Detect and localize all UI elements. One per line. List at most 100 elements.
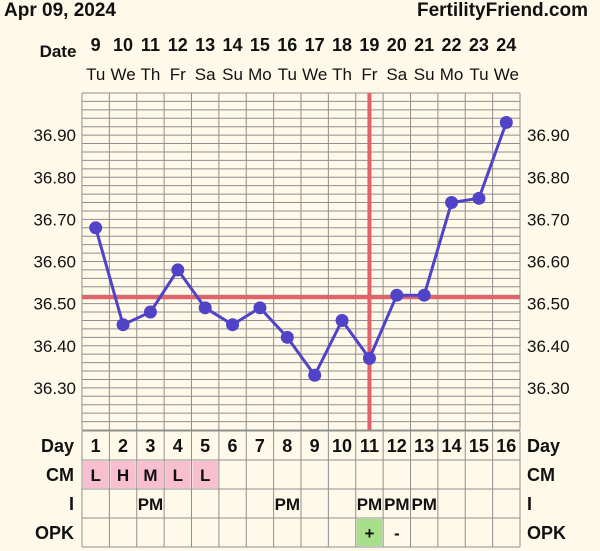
temperature-point	[89, 221, 103, 235]
date-label: 21	[414, 35, 434, 55]
y-tick-label-left: 36.50	[33, 295, 76, 314]
date-label: 17	[305, 35, 325, 55]
y-tick-label-right: 36.30	[527, 379, 570, 398]
chart-date: Apr 09, 2024	[4, 0, 116, 21]
date-label: 15	[250, 35, 270, 55]
y-tick-label-left: 36.30	[33, 379, 76, 398]
chart-header: Apr 09, 2024 FertilityFriend.com	[0, 0, 600, 26]
table-cell-i: PM	[384, 495, 410, 514]
cycle-day-label: 7	[255, 436, 265, 456]
table-cell-cm: L	[200, 466, 210, 485]
temperature-point	[171, 263, 185, 277]
temperature-point	[390, 288, 404, 302]
date-label: 10	[113, 35, 133, 55]
weekday-label: We	[302, 65, 327, 84]
table-cell-highlight	[192, 461, 218, 488]
date-label: 16	[277, 35, 297, 55]
cycle-day-label: 9	[310, 436, 320, 456]
weekday-label: Tu	[86, 65, 105, 84]
row-label-left: Day	[41, 436, 74, 456]
table-cell-opk: +	[364, 524, 374, 543]
weekday-label: We	[494, 65, 519, 84]
row-label-right: I	[527, 494, 532, 514]
cycle-day-label: 15	[469, 436, 489, 456]
cycle-day-label: 8	[282, 436, 292, 456]
weekday-label: Su	[414, 65, 435, 84]
weekday-label: Th	[332, 65, 352, 84]
cycle-day-label: 2	[118, 436, 128, 456]
table-cell-highlight	[356, 519, 383, 546]
date-label: 11	[141, 35, 160, 55]
table-cell-highlight	[165, 461, 191, 488]
row-label-right: Day	[527, 436, 560, 456]
table-cell-highlight	[110, 461, 136, 488]
temperature-point	[499, 115, 513, 129]
temperature-point	[308, 368, 322, 382]
y-tick-label-right: 36.70	[527, 210, 570, 229]
temperature-point	[253, 301, 267, 315]
cycle-day-label: 11	[360, 436, 379, 456]
temperature-point	[226, 318, 240, 332]
weekday-label: Mo	[440, 65, 464, 84]
temperature-point	[280, 330, 294, 344]
temperature-point	[116, 318, 130, 332]
temperature-point	[335, 313, 349, 327]
weekday-label: Tu	[469, 65, 488, 84]
cycle-day-label: 14	[442, 436, 462, 456]
date-label: 23	[469, 35, 489, 55]
y-tick-label-right: 36.50	[527, 295, 570, 314]
cycle-day-label: 10	[332, 436, 352, 456]
weekday-label: Su	[222, 65, 243, 84]
cycle-day-label: 12	[387, 436, 407, 456]
table-cell-i: PM	[357, 495, 383, 514]
cycle-day-label: 6	[228, 436, 238, 456]
y-tick-label-left: 36.90	[33, 126, 76, 145]
row-label-right: OPK	[527, 523, 566, 543]
y-tick-label-right: 36.60	[527, 253, 570, 272]
row-label-left: OPK	[35, 523, 74, 543]
row-label-left: I	[69, 494, 74, 514]
table-cell-opk: -	[394, 524, 400, 543]
row-label-right: CM	[527, 465, 555, 485]
y-tick-label-left: 36.60	[33, 253, 76, 272]
temperature-point	[143, 305, 157, 319]
date-label: 19	[359, 35, 379, 55]
table-cell-highlight	[83, 461, 109, 488]
temperature-point	[472, 191, 486, 205]
cycle-day-label: 3	[145, 436, 155, 456]
y-tick-label-right: 36.90	[527, 126, 570, 145]
y-tick-label-left: 36.70	[33, 210, 76, 229]
date-label: 13	[195, 35, 215, 55]
table-cell-cm: L	[173, 466, 183, 485]
temperature-point	[198, 301, 212, 315]
date-row-label: Date	[40, 42, 77, 61]
weekday-label: Sa	[195, 65, 216, 84]
cycle-day-label: 13	[414, 436, 434, 456]
temperature-point	[445, 196, 459, 210]
table-cell-cm: H	[117, 466, 129, 485]
date-label: 24	[496, 35, 516, 55]
weekday-label: Sa	[386, 65, 407, 84]
row-label-left: CM	[46, 465, 74, 485]
date-label: 22	[442, 35, 462, 55]
date-label: 9	[91, 35, 101, 55]
table-cell-cm: L	[90, 466, 100, 485]
weekday-label: Tu	[278, 65, 297, 84]
temperature-line	[94, 121, 508, 377]
cycle-day-label: 16	[496, 436, 516, 456]
weekday-label: Fr	[170, 65, 186, 84]
table-cell-i: PM	[275, 495, 301, 514]
table-cell-highlight	[137, 461, 164, 488]
table-cell-cm: M	[143, 466, 157, 485]
table-cell-i: PM	[138, 495, 164, 514]
y-tick-label-left: 36.80	[33, 168, 76, 187]
y-tick-label-right: 36.40	[527, 337, 570, 356]
table-cell-i: PM	[411, 495, 437, 514]
temperature-point	[362, 351, 376, 365]
weekday-label: We	[110, 65, 135, 84]
date-label: 14	[223, 35, 243, 55]
y-tick-label-left: 36.40	[33, 337, 76, 356]
date-label: 20	[387, 35, 407, 55]
date-label: 12	[168, 35, 188, 55]
